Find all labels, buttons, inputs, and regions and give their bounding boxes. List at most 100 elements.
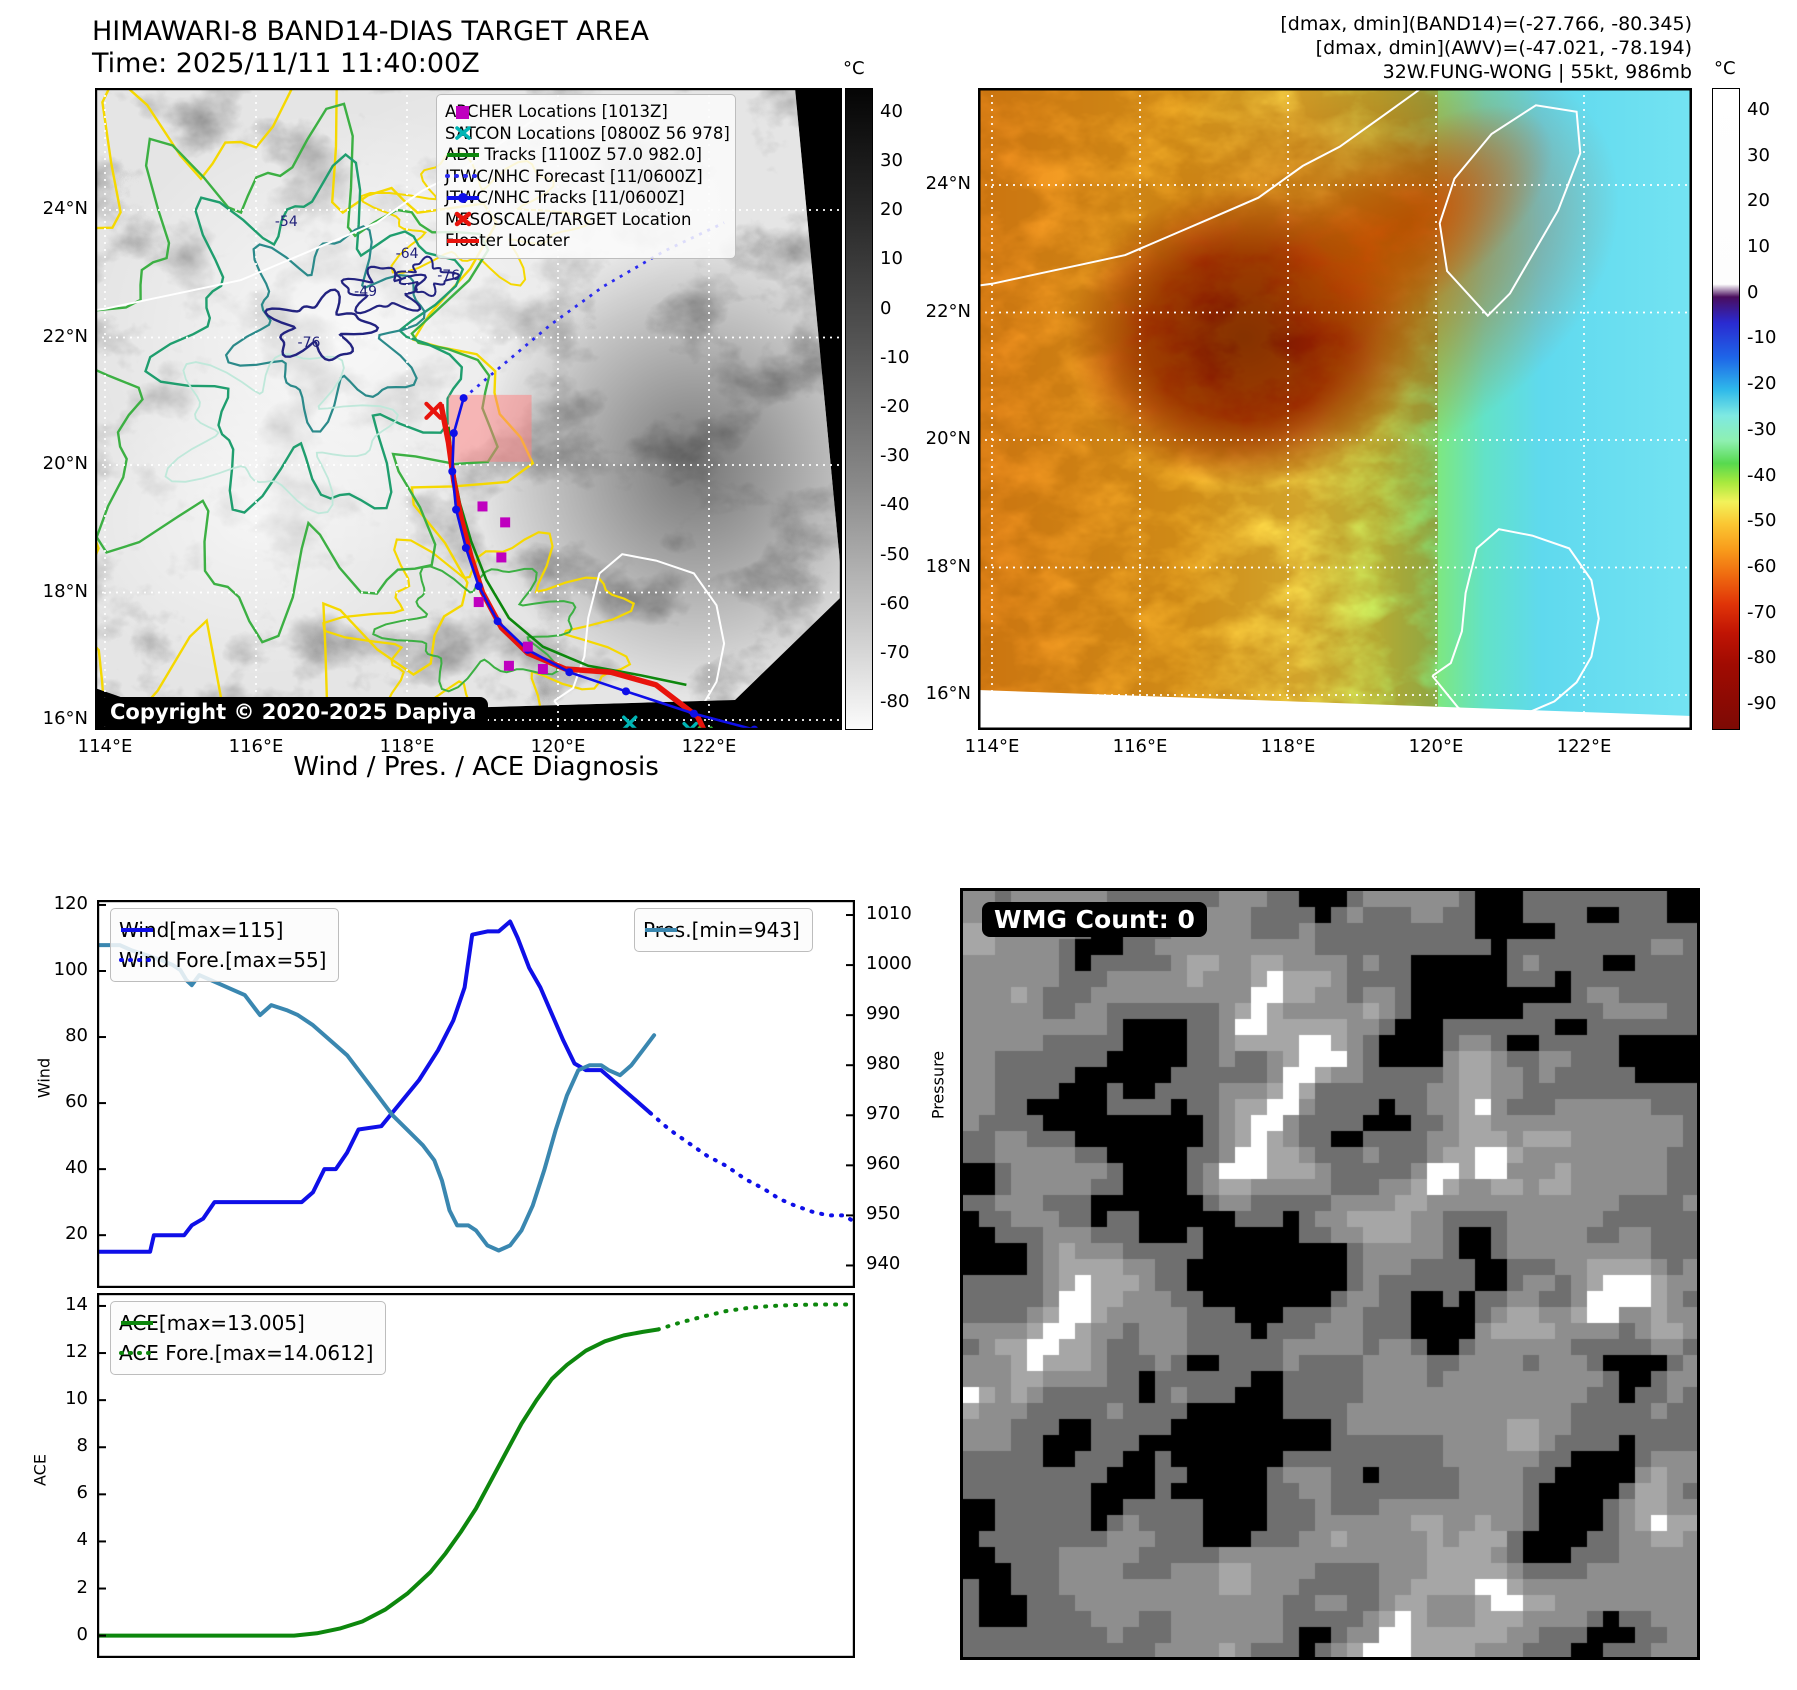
lat-tick-label: 22°N xyxy=(925,300,971,322)
awv-header-line3: 32W.FUNG-WONG | 55kt, 986mb xyxy=(1382,61,1692,83)
colorbar-tick-label: -30 xyxy=(1747,418,1777,440)
awv-header: [dmax, dmin](BAND14)=(-27.766, -80.345) … xyxy=(1000,12,1692,84)
wind-tick-label: 20 xyxy=(65,1223,88,1245)
lat-tick-label: 22°N xyxy=(42,325,88,347)
lat-tick-label: 20°N xyxy=(42,453,88,474)
ace-tick-label: 4 xyxy=(76,1529,88,1551)
contour-label: -64 xyxy=(396,246,419,262)
band14-time: Time: 2025/11/11 11:40:00Z xyxy=(92,48,480,79)
lon-tick-label: 118°E xyxy=(379,736,435,757)
colorbar-tick-label: -90 xyxy=(1747,693,1777,715)
lat-tick-label: 16°N xyxy=(42,708,88,729)
legend-item: Floater Locater xyxy=(445,230,723,252)
dotted-line-icon xyxy=(119,1351,155,1355)
lon-tick-label: 120°E xyxy=(1408,736,1464,757)
colorbar-tick-label: -80 xyxy=(880,691,910,713)
lat-tick-label: 20°N xyxy=(925,428,971,449)
colorbar-tick-label: 30 xyxy=(1747,144,1770,166)
legend-item: Wind[max=115] xyxy=(119,915,326,945)
satcon-marker xyxy=(622,715,638,730)
line-icon xyxy=(447,152,479,157)
colorbar-tick-label: -10 xyxy=(880,346,910,368)
legend-item: ACE[max=13.005] xyxy=(119,1308,373,1338)
pressure-tick-label: 960 xyxy=(866,1153,901,1175)
ace-legend: ACE[max=13.005] ACE Fore.[max=14.0612] xyxy=(110,1301,387,1375)
wind-tick-label: 100 xyxy=(53,958,88,980)
wmg-panel xyxy=(960,888,1700,1660)
legend-item: ADT Tracks [1100Z 57.0 982.0] xyxy=(445,144,723,166)
pressure-legend: Pres.[min=943] xyxy=(634,908,813,952)
colorbar-tick-label: 20 xyxy=(880,199,903,221)
colorbar-tick-label: -50 xyxy=(880,543,910,565)
band14-colorbar-unit: °C xyxy=(843,58,865,79)
colorbar-tick-label: 10 xyxy=(880,248,903,270)
lon-tick-label: 114°E xyxy=(77,736,133,757)
awv-map xyxy=(978,88,1692,730)
colorbar-tick-label: 0 xyxy=(880,297,892,319)
colorbar-tick-label: 40 xyxy=(1747,98,1770,120)
colorbar-tick-label: -50 xyxy=(1747,510,1777,532)
lon-tick-label: 122°E xyxy=(1556,736,1612,757)
lat-tick-label: 16°N xyxy=(925,683,971,704)
wmg-count-badge: WMG Count: 0 xyxy=(982,902,1207,937)
band14-map-legend: ARCHER Locations [1013Z] SATCON Locations… xyxy=(436,94,736,259)
ace-tick-label: 8 xyxy=(76,1435,88,1457)
legend-item-label: ADT Tracks [1100Z 57.0 982.0] xyxy=(445,145,702,164)
legend-item-label: SATCON Locations [0800Z 56 978] xyxy=(445,123,730,143)
archer-marker xyxy=(496,552,507,563)
series-Wind[max=115] xyxy=(97,919,653,1254)
legend-item: ACE Fore.[max=14.0612] xyxy=(119,1338,373,1368)
legend-item-label: JTWC/NHC Forecast [11/0600Z] xyxy=(445,166,703,186)
legend-item: Pres.[min=943] xyxy=(643,915,800,945)
contour-label: -49 xyxy=(354,284,377,300)
line-icon xyxy=(121,928,153,932)
archer-marker xyxy=(537,664,548,674)
diagnosis-title: Wind / Pres. / ACE Diagnosis xyxy=(293,752,659,782)
colorbar-tick-label: -30 xyxy=(880,445,910,467)
band14-colorbar xyxy=(845,88,873,730)
lon-tick-label: 120°E xyxy=(530,736,586,757)
pressure-axis-label: Pressure xyxy=(928,1050,948,1120)
series-Wind Fore.[max=55] xyxy=(648,1111,855,1224)
series-ACE[max=13.005] xyxy=(97,1327,660,1638)
lon-tick-label: 114°E xyxy=(964,736,1020,757)
pressure-tick-label: 950 xyxy=(866,1203,901,1225)
lon-tick-label: 116°E xyxy=(228,736,284,757)
pressure-tick-label: 970 xyxy=(866,1103,901,1125)
dotted-line-icon xyxy=(119,958,155,962)
square-icon xyxy=(456,105,469,119)
archer-marker xyxy=(477,501,488,512)
legend-item: SATCON Locations [0800Z 56 978] xyxy=(445,123,730,145)
colorbar-tick-label: -80 xyxy=(1747,647,1777,669)
legend-item-label: Wind Fore.[max=55] xyxy=(119,948,327,972)
lon-tick-label: 118°E xyxy=(1260,736,1316,757)
jtwc-forecast-track xyxy=(462,221,725,400)
archer-marker xyxy=(503,660,514,671)
colorbar-tick-label: 10 xyxy=(1747,236,1770,257)
jtwc-track xyxy=(450,397,755,730)
ace-tick-label: 12 xyxy=(65,1341,88,1363)
line-icon xyxy=(121,1321,153,1325)
lat-tick-label: 18°N xyxy=(42,580,88,602)
lat-tick-label: 24°N xyxy=(42,198,88,219)
colorbar-tick-label: 30 xyxy=(880,149,903,171)
mesoscale-target-marker xyxy=(424,401,443,420)
ace-axis-label: ACE xyxy=(30,1454,50,1486)
legend-item: ARCHER Locations [1013Z] xyxy=(445,101,723,123)
x-marker-icon xyxy=(455,126,471,141)
colorbar-tick-label: -40 xyxy=(1747,464,1777,486)
contour-label: -76 xyxy=(298,335,321,351)
awv-header-line2: [dmax, dmin](AWV)=(-47.021, -78.194) xyxy=(1315,37,1692,59)
colorbar-tick-label: 40 xyxy=(880,100,903,122)
lon-tick-label: 116°E xyxy=(1112,736,1168,757)
colorbar-tick-label: -40 xyxy=(880,494,910,516)
legend-item-label: ARCHER Locations [1013Z] xyxy=(445,102,668,121)
wind-tick-label: 80 xyxy=(65,1025,88,1047)
archer-marker xyxy=(500,517,511,528)
legend-item: JTWC/NHC Forecast [11/0600Z] xyxy=(445,166,723,188)
pressure-tick-label: 1010 xyxy=(866,903,912,925)
lat-tick-label: 18°N xyxy=(925,555,971,577)
archer-marker xyxy=(522,641,533,652)
awv-colorbar xyxy=(1712,88,1740,730)
